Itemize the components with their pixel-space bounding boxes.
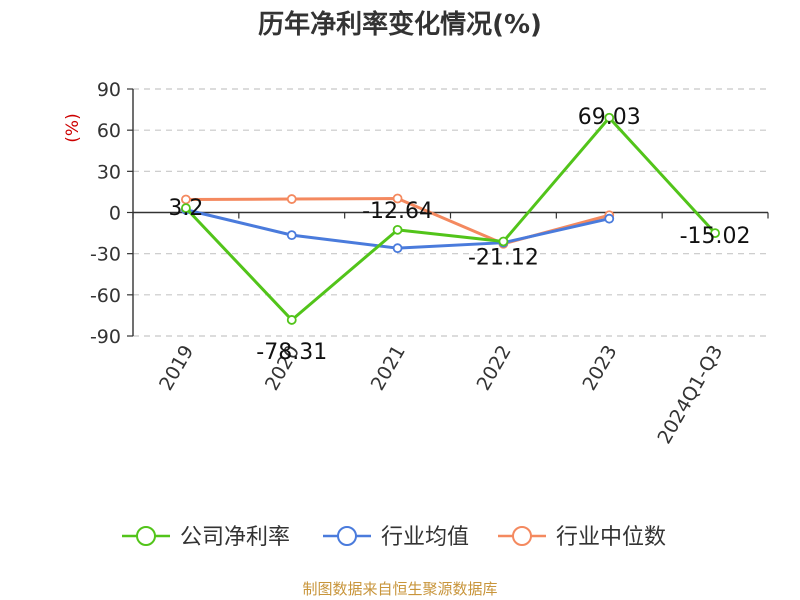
data-point [181,203,191,214]
legend-marker [136,526,156,546]
data-point [604,112,615,123]
data-point [498,236,509,247]
data-point [392,224,403,235]
data-label: 69.03 [578,105,641,130]
y-tick-label: 90 [97,79,121,101]
x-tick-label: 2022 [473,341,516,394]
series-lines [181,112,720,325]
y-tick-label: 30 [97,161,121,183]
data-label: -15.02 [680,224,751,249]
x-tick-label: 2024Q1-Q3 [653,342,727,448]
legend: 公司净利率 行业均值 行业中位数 [122,525,666,550]
chart-title: 历年净利率变化情况(%) [258,10,542,40]
legend-label: 公司净利率 [180,525,290,550]
y-tick-label: -60 [90,285,121,307]
data-label: -12.64 [362,199,433,224]
y-tick-label: -90 [90,326,121,348]
series-line [184,116,717,322]
y-axis-label: (%) [63,113,83,142]
x-tick-label: 2019 [155,342,198,395]
data-labels: 3.2 -78.31 -12.64 -21.12 69.03 -15.02 [168,105,750,365]
legend-label: 行业均值 [381,525,469,550]
y-tick-label: 0 [109,203,121,225]
y-tick-label: 60 [97,120,121,142]
data-point [710,228,720,239]
data-point [392,193,403,204]
source-note: 制图数据来自恒生聚源数据库 [302,580,498,598]
data-point [392,243,403,254]
x-axis: 2019 2020 2021 2022 2023 2024Q1-Q3 [132,211,769,448]
x-tick-label: 2023 [578,342,621,395]
data-label: -21.12 [468,245,539,270]
data-point [286,194,297,204]
data-label: 3.2 [168,196,203,221]
gridlines [133,88,768,337]
y-tick-label: -30 [90,244,121,266]
data-point [286,315,297,325]
data-label: -78.31 [256,340,327,365]
x-tick-label: 2021 [367,342,410,395]
legend-marker [337,526,357,546]
data-point [286,230,297,241]
legend-label: 行业中位数 [556,525,666,550]
data-point [604,213,615,224]
y-axis: 90 60 30 0 -30 -60 -90 [90,79,134,348]
legend-marker [512,526,532,546]
